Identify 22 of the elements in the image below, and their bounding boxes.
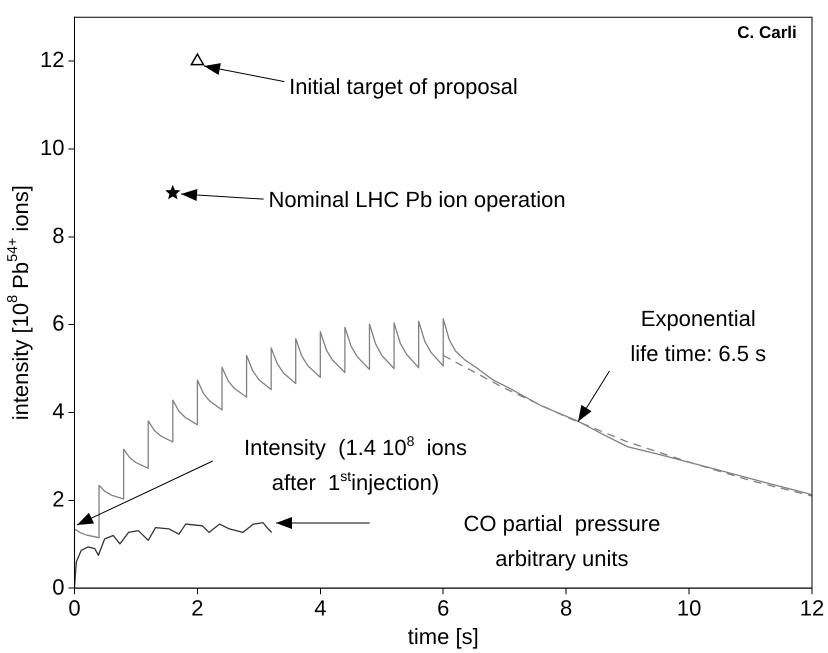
- annotation: Exponential life time: 6.5 s: [630, 304, 766, 368]
- x-tick-label: 6: [437, 595, 450, 620]
- y-axis-title: intensity [108 Pb54+ ions]: [5, 185, 34, 420]
- x-tick-label: 8: [560, 595, 572, 620]
- x-axis-title: time [s]: [408, 624, 479, 649]
- y-tick-label: 12: [40, 47, 64, 72]
- annotation: Nominal LHC Pb ion operation: [268, 186, 566, 214]
- annotation: Initial target of proposal: [289, 72, 518, 101]
- y-tick-label: 2: [52, 486, 64, 512]
- text: Intensity (1.4 10$^{8}$ ions after 1$^{st}$injection): [244, 433, 468, 496]
- y-tick-label: 4: [52, 398, 64, 424]
- annotation: CO partial pressure arbitrary units: [463, 510, 660, 573]
- x-tick-label: 12: [800, 595, 824, 620]
- x-tick-label: 10: [676, 595, 702, 620]
- x-tick-label: 4: [314, 595, 326, 620]
- x-tick-label: 0: [68, 595, 81, 620]
- y-tick-label: 6: [52, 310, 64, 336]
- y-tick-label: 8: [52, 222, 64, 248]
- annotation: C. Carli: [737, 23, 797, 44]
- x-tick-label: 2: [191, 595, 204, 620]
- y-tick-label: 0: [52, 574, 64, 600]
- y-tick-label: 10: [40, 135, 64, 160]
